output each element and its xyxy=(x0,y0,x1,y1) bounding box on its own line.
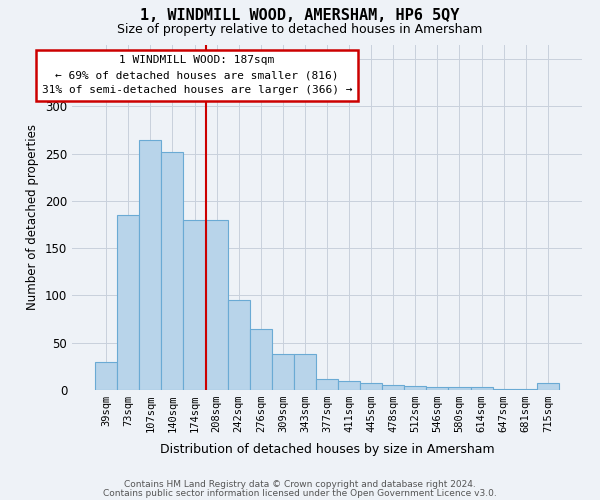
Bar xyxy=(537,384,559,390)
Text: 1 WINDMILL WOOD: 187sqm
← 69% of detached houses are smaller (816)
31% of semi-d: 1 WINDMILL WOOD: 187sqm ← 69% of detache… xyxy=(41,56,352,95)
Bar xyxy=(139,140,161,390)
Bar xyxy=(360,384,382,390)
Bar xyxy=(294,354,316,390)
Bar xyxy=(470,387,493,390)
Text: Contains public sector information licensed under the Open Government Licence v3: Contains public sector information licen… xyxy=(103,490,497,498)
Bar xyxy=(338,382,360,390)
Bar xyxy=(515,389,537,390)
Bar xyxy=(316,378,338,390)
Y-axis label: Number of detached properties: Number of detached properties xyxy=(26,124,40,310)
Text: 1, WINDMILL WOOD, AMERSHAM, HP6 5QY: 1, WINDMILL WOOD, AMERSHAM, HP6 5QY xyxy=(140,8,460,22)
Bar xyxy=(117,215,139,390)
Bar xyxy=(184,220,206,390)
Bar xyxy=(95,362,117,390)
Bar xyxy=(272,354,294,390)
Bar xyxy=(382,386,404,390)
Bar xyxy=(427,387,448,390)
Text: Size of property relative to detached houses in Amersham: Size of property relative to detached ho… xyxy=(118,22,482,36)
Bar xyxy=(227,300,250,390)
X-axis label: Distribution of detached houses by size in Amersham: Distribution of detached houses by size … xyxy=(160,444,494,456)
Text: Contains HM Land Registry data © Crown copyright and database right 2024.: Contains HM Land Registry data © Crown c… xyxy=(124,480,476,489)
Bar xyxy=(206,220,227,390)
Bar xyxy=(493,389,515,390)
Bar xyxy=(448,387,470,390)
Bar xyxy=(250,328,272,390)
Bar xyxy=(404,386,427,390)
Bar xyxy=(161,152,184,390)
